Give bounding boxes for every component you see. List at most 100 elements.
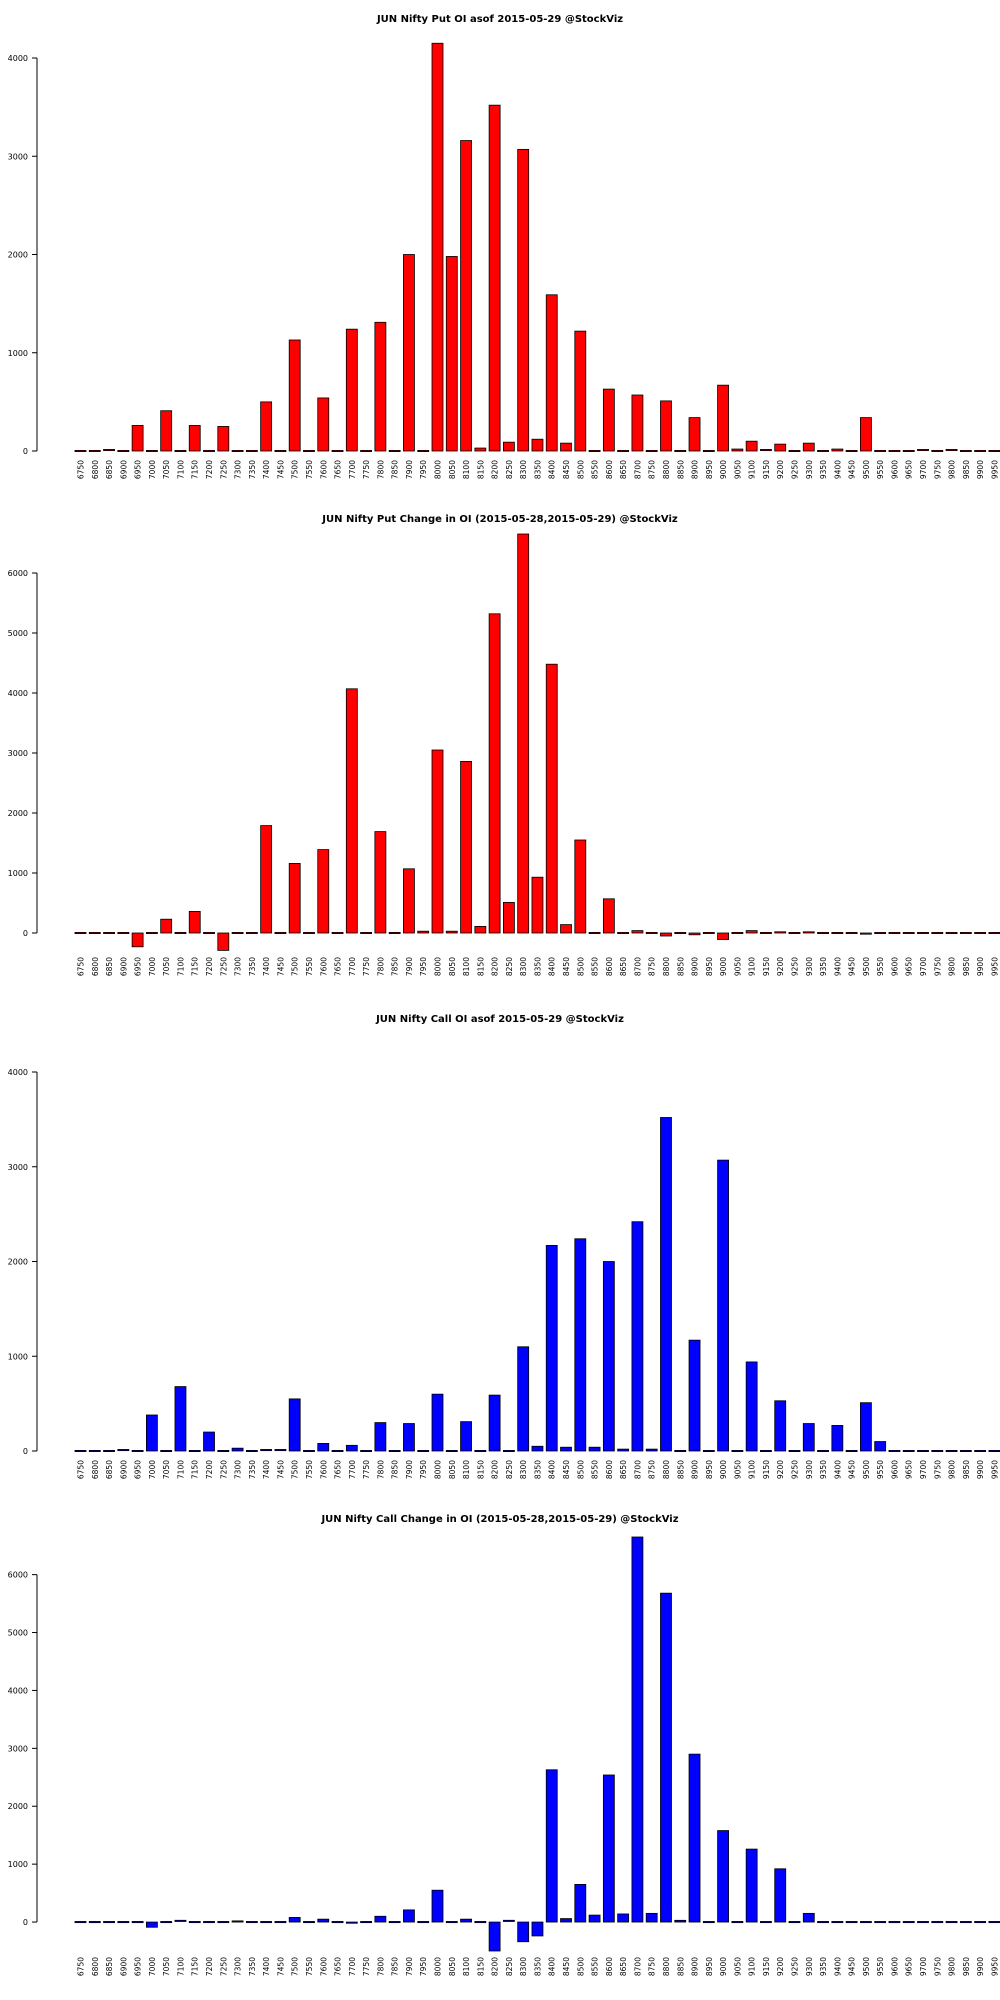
bar-9400 [831,448,844,452]
x-tick-label: 7750 [362,1957,371,1976]
bar-7850 [388,1921,401,1924]
x-tick-label: 7300 [234,1957,243,1976]
x-tick-label: 8050 [448,460,457,479]
x-tick-label: 9000 [719,1957,728,1976]
chart-title: JUN Nifty Call OI asof 2015-05-29 @Stock… [375,1014,624,1025]
bar-9350 [817,932,829,935]
y-tick-label: 6000 [8,1571,28,1580]
y-tick-label: 1000 [8,349,28,358]
bar-7700 [345,1444,358,1452]
bar-7350 [245,1921,258,1924]
x-tick-label: 9650 [905,460,914,479]
x-tick-label: 6950 [134,1460,143,1479]
x-tick-label: 7100 [176,1460,185,1479]
bar-7000 [145,449,158,452]
bar-8400 [545,663,558,934]
x-tick-label: 7900 [405,1957,414,1976]
y-tick-label: 1000 [8,1860,28,1869]
x-tick-label: 7050 [162,1957,171,1976]
bar-6950 [131,425,144,452]
bar-6950 [131,1921,144,1924]
y-tick-label: 4000 [8,689,28,698]
x-tick-label: 7650 [334,460,343,479]
bar-9850 [959,932,972,935]
bar-9750 [931,449,944,452]
bar-7450 [274,449,287,452]
x-tick-label: 7650 [334,1957,343,1976]
bar-9800 [945,449,958,452]
x-tick-label: 6950 [134,957,143,976]
bar-8050 [445,1450,458,1453]
x-tick-label: 8500 [576,957,585,976]
bar-8750 [645,1912,658,1923]
bar-8400 [545,294,558,452]
x-tick-label: 8750 [648,460,657,479]
x-tick-label: 7350 [248,957,257,976]
bar-6900 [117,1921,130,1924]
x-tick-label: 7650 [334,1460,343,1479]
x-tick-label: 9400 [833,957,842,976]
bar-8400 [545,1769,558,1923]
bar-9400 [831,1921,844,1924]
x-tick-label: 8350 [533,957,542,976]
bar-7100 [174,449,187,452]
x-tick-label: 9550 [876,957,885,976]
x-tick-label: 7300 [234,957,243,976]
x-tick-label: 9400 [833,460,842,479]
bar-7850 [388,1450,401,1453]
x-tick-label: 8400 [548,1460,557,1479]
x-tick-label: 7950 [419,1957,428,1976]
bar-7950 [417,1921,430,1924]
bar-8450 [560,924,572,934]
x-tick-label: 7500 [291,957,300,976]
x-tick-label: 7800 [376,1957,385,1976]
x-tick-label: 9750 [933,1957,942,1976]
bar-8950 [702,1450,715,1453]
x-tick-label: 9450 [848,1957,857,1976]
bar-6950 [131,1450,144,1453]
x-tick-label: 8550 [591,957,600,976]
x-tick-label: 8500 [576,460,585,479]
x-tick-label: 8650 [619,957,628,976]
y-tick-label: 6000 [8,569,28,578]
bar-7650 [331,449,344,452]
x-tick-label: 9600 [890,957,899,976]
x-tick-label: 7350 [248,1460,257,1479]
x-tick-label: 7200 [205,957,214,976]
bar-7300 [231,449,244,452]
bar-9300 [802,1912,815,1923]
x-tick-label: 9150 [762,957,771,976]
x-tick-label: 8650 [619,460,628,479]
bar-7400 [260,401,273,452]
bar-9000 [717,384,729,452]
x-tick-label: 9950 [990,1957,999,1976]
y-tick-label: 4000 [8,1068,28,1077]
bar-9950 [988,1921,1000,1924]
bar-9300 [802,1423,815,1452]
x-tick-label: 9200 [776,957,785,976]
x-tick-label: 7150 [191,1460,200,1479]
x-tick-label: 8650 [619,1957,628,1976]
x-tick-label: 6950 [134,460,143,479]
bar-8450 [560,1918,572,1923]
bar-6950 [131,932,144,948]
x-tick-label: 8000 [434,1460,443,1479]
bar-9200 [774,1400,787,1452]
x-tick-label: 7850 [391,1957,400,1976]
bar-8350 [531,1445,544,1452]
bar-8400 [545,1244,558,1452]
x-tick-label: 8200 [491,1957,500,1976]
bar-8250 [502,441,515,452]
x-tick-label: 8900 [691,1460,700,1479]
bar-8800 [660,932,672,937]
x-tick-label: 7750 [362,1460,371,1479]
x-tick-label: 8750 [648,1957,657,1976]
bar-9950 [988,449,1000,452]
x-tick-label: 8400 [548,957,557,976]
chart-4: JUN Nifty Call Change in OI (2015-05-28,… [8,1514,1000,1976]
x-tick-label: 8750 [648,957,657,976]
x-tick-label: 9300 [805,460,814,479]
x-tick-label: 7150 [191,1957,200,1976]
bar-9400 [831,1425,844,1452]
x-tick-label: 8100 [462,1460,471,1479]
